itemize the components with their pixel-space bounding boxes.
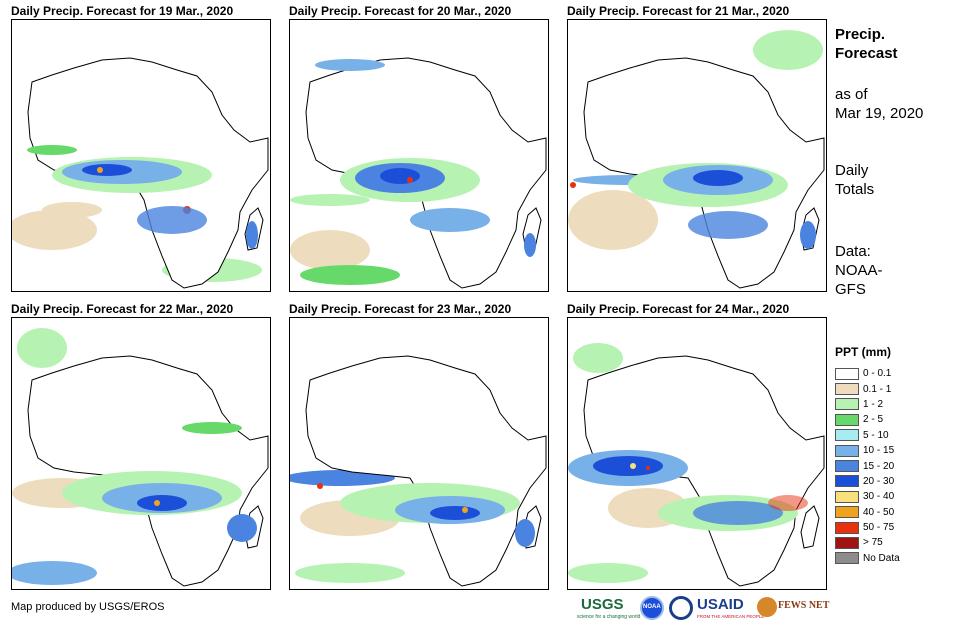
precip-map [11, 317, 271, 590]
precip-band [315, 59, 536, 257]
legend-row: 50 - 75 [835, 520, 900, 535]
legend-swatch [835, 552, 859, 565]
legend-row: > 75 [835, 535, 900, 550]
legend-swatch [835, 506, 859, 519]
info-asof: as of Mar 19, 2020 [835, 85, 923, 123]
forecast-panel-23-mar: Daily Precip. Forecast for 23 Mar., 2020 [289, 302, 551, 590]
legend-label: 50 - 75 [863, 522, 895, 534]
usgs-wordmark: USGS [581, 596, 624, 613]
data-line-1: Data: [835, 243, 871, 260]
precip-map [567, 317, 827, 590]
legend-row: 2 - 5 [835, 412, 900, 427]
legend-label: 2 - 5 [863, 414, 884, 426]
precip-map [11, 19, 271, 292]
legend-swatch [835, 475, 859, 488]
legend-swatch [835, 490, 859, 503]
legend-label: 20 - 30 [863, 475, 895, 487]
legend-label: 30 - 40 [863, 491, 895, 503]
usaid-seal-icon [669, 596, 693, 620]
panel-title: Daily Precip. Forecast for 24 Mar., 2020 [567, 302, 790, 316]
legend: 0 - 0.1 0.1 - 1 1 - 2 2 - 5 5 - 10 10 - 15 15 … [835, 366, 900, 566]
noaa-logo: NOAA [640, 596, 664, 620]
panel-title: Daily Precip. Forecast for 21 Mar., 2020 [567, 4, 790, 18]
legend-label: 1 - 2 [863, 398, 884, 410]
precip-map [567, 19, 827, 292]
panel-title: Daily Precip. Forecast for 19 Mar., 2020 [11, 4, 234, 18]
panel-title: Daily Precip. Forecast for 22 Mar., 2020 [11, 302, 234, 316]
legend-swatch [835, 413, 859, 426]
precip-band [27, 145, 258, 249]
legend-label: 0.1 - 1 [863, 383, 892, 395]
totals-line-2: Totals [835, 181, 875, 198]
partner-logos: USGS science for a changing world NOAA U… [577, 594, 830, 622]
legend-label: 40 - 50 [863, 506, 895, 518]
credit-text: Map produced by USGS/EROS [11, 601, 165, 613]
legend-swatch [835, 429, 859, 442]
heading-line-2: Forecast [835, 45, 898, 62]
legend-row: 15 - 20 [835, 458, 900, 473]
precip-map [289, 317, 549, 590]
data-line-3: GFS [835, 281, 866, 298]
legend-swatch [835, 536, 859, 549]
forecast-panel-20-mar: Daily Precip. Forecast for 20 Mar., 2020 [289, 4, 551, 292]
fewsnet-logo: FEWS NET [757, 596, 830, 620]
asof-line-1: as of [835, 86, 868, 103]
legend-row: 30 - 40 [835, 489, 900, 504]
data-line-2: NOAA- [835, 262, 883, 279]
info-heading: Precip. Forecast [835, 25, 898, 63]
legend-label: > 75 [863, 537, 883, 549]
legend-swatch [835, 367, 859, 380]
forecast-panel-24-mar: Daily Precip. Forecast for 24 Mar., 2020 [567, 302, 829, 590]
usaid-logo: USAID FROM THE AMERICAN PEOPLE [695, 594, 764, 622]
usaid-tagline: FROM THE AMERICAN PEOPLE [697, 614, 765, 619]
legend-row: 40 - 50 [835, 505, 900, 520]
forecast-panel-19-mar: Daily Precip. Forecast for 19 Mar., 2020 [11, 4, 273, 292]
ocean-rain-areas [290, 194, 400, 285]
totals-line-1: Daily [835, 162, 869, 179]
info-data-source: Data: NOAA- GFS [835, 242, 883, 299]
fewsnet-wordmark: FEWS NET [778, 600, 830, 611]
precip-band [317, 483, 535, 547]
legend-row: 10 - 15 [835, 443, 900, 458]
panel-title: Daily Precip. Forecast for 20 Mar., 2020 [289, 4, 512, 18]
legend-label: 5 - 10 [863, 429, 889, 441]
fewsnet-globe-icon [757, 597, 777, 617]
legend-row: 0.1 - 1 [835, 381, 900, 396]
legend-swatch [835, 444, 859, 457]
noaa-wordmark: NOAA [643, 604, 661, 610]
usgs-logo: USGS science for a changing world [577, 594, 641, 622]
legend-swatch [835, 460, 859, 473]
legend-row: 1 - 2 [835, 397, 900, 412]
forecast-panel-22-mar: Daily Precip. Forecast for 22 Mar., 2020 [11, 302, 273, 590]
usgs-tagline: science for a changing world [577, 614, 641, 620]
legend-row: 0 - 0.1 [835, 366, 900, 381]
precip-band [570, 163, 816, 249]
precip-band [62, 422, 257, 542]
legend-swatch [835, 398, 859, 411]
legend-label: No Data [863, 552, 900, 564]
legend-swatch [835, 383, 859, 396]
heading-line-1: Precip. [835, 26, 886, 43]
asof-date: Mar 19, 2020 [835, 105, 924, 122]
panel-title: Daily Precip. Forecast for 23 Mar., 2020 [289, 302, 512, 316]
legend-row: No Data [835, 551, 900, 566]
legend-row: 20 - 30 [835, 474, 900, 489]
forecast-panel-21-mar: Daily Precip. Forecast for 21 Mar., 2020 [567, 4, 829, 292]
legend-swatch [835, 521, 859, 534]
legend-label: 10 - 15 [863, 445, 895, 457]
info-totals: Daily Totals [835, 161, 874, 199]
legend-row: 5 - 10 [835, 428, 900, 443]
legend-title: PPT (mm) [835, 345, 892, 359]
precip-band [568, 450, 808, 531]
legend-label: 15 - 20 [863, 460, 895, 472]
usaid-wordmark: USAID [697, 596, 744, 613]
legend-label: 0 - 0.1 [863, 368, 892, 380]
precip-map [289, 19, 549, 292]
